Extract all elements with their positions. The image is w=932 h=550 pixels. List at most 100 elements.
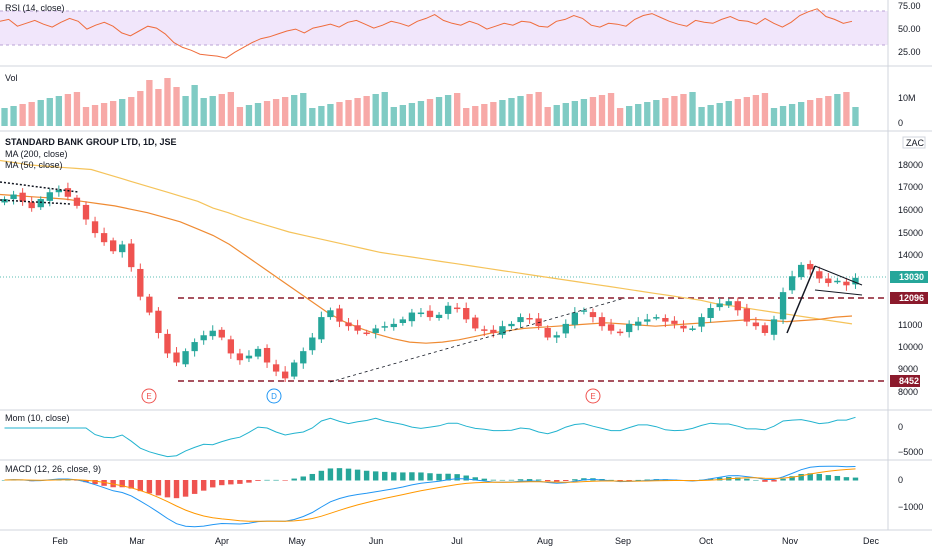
macd-histogram-bar [508,479,515,481]
ma50-label[interactable]: MA (50, close) [5,160,63,170]
volume-bar [73,92,81,126]
event-marker-earnings[interactable]: E [141,388,157,404]
time-tick: Nov [782,536,799,546]
volume-bar [291,95,298,126]
candle-body [146,296,153,313]
candle-body [182,351,189,365]
rsi-tick: 50.00 [898,24,921,34]
volume-bar [662,98,669,126]
macd-histogram-bar [445,473,451,481]
macd-histogram-bar [753,479,759,481]
macd-label[interactable]: MACD (12, 26, close, 9) [5,464,102,474]
macd-histogram-bar [336,468,343,481]
macd-histogram-bar [762,480,768,482]
volume-label[interactable]: Vol [5,73,18,83]
macd-histogram-bar [264,479,270,481]
trendline-top-left [0,181,79,193]
candle-body [10,194,17,200]
candle-body [788,276,796,291]
price-tick: 18000 [898,160,923,170]
currency-badge [902,136,926,149]
support-badge-label: 12096 [899,293,924,303]
momentum-line [4,416,856,458]
volume-bar [698,107,705,126]
volume-bar [55,96,63,126]
event-marker-label: E [146,392,151,401]
macd-histogram-bar [146,480,153,494]
volume-bar [770,108,778,126]
volume-bar [417,101,425,126]
candle-body [698,317,705,327]
volume-bar [182,96,189,126]
candle-body [399,319,407,323]
volume-bar [209,96,216,126]
time-tick: May [288,536,306,546]
macd-histogram-bar [228,480,234,485]
candle-body [64,188,72,197]
volume-bar [426,99,434,126]
macd-histogram-bar [300,476,306,481]
volume-bar [227,92,235,126]
candle-body [472,317,479,329]
volume-bar [635,104,642,126]
candle-body [734,301,741,311]
momentum-label[interactable]: Mom (10, close) [5,413,70,423]
candle-body [607,324,615,331]
candle-body [173,352,180,363]
candle-body [481,329,488,331]
macd-histogram-bar [246,480,252,483]
event-marker-earnings[interactable]: E [585,388,601,404]
macd-histogram-bar [572,479,578,481]
macd-histogram-bar [173,480,180,499]
volume-bar [309,108,316,126]
candle-body [625,323,633,333]
rising-trendline [329,297,626,383]
candle-body [73,197,81,206]
volume-bar [743,97,751,126]
candle-body [743,308,751,322]
candle-body [616,331,624,334]
rsi-label[interactable]: RSI (14, close) [5,3,65,13]
volume-bar [100,103,108,126]
volume-bar [336,102,343,126]
ma200-label[interactable]: MA (200, close) [5,149,68,159]
volume-bar [137,91,144,126]
candle-body [354,325,361,331]
volume-bar [843,92,850,126]
candle-body [218,329,225,338]
volume-bar [327,104,334,126]
volume-bar [82,107,90,126]
macd-histogram-bar [327,468,334,481]
candle-body [309,337,316,351]
candle-body [644,319,651,322]
candle-body [408,312,416,322]
candle-body [345,322,352,327]
candle-body [852,277,859,285]
macd-histogram-bar [382,471,388,481]
macd-histogram-bar [191,480,198,494]
low-badge [890,375,920,387]
volume-bar [173,87,180,126]
candle-body [254,348,262,357]
macd-histogram-bar [372,471,379,481]
candle-body [671,320,678,324]
volume-bar [562,103,569,126]
volume-bar [834,94,841,126]
volume-bar [499,100,506,126]
volume-bar [200,98,207,126]
candle-body [46,192,53,201]
candle-body [19,192,26,202]
volume-bar [191,85,198,126]
candle-body [390,323,397,328]
pennant-upper-line [814,265,863,286]
macd-histogram-bar [490,479,497,481]
volume-bar [607,93,615,126]
macd-histogram-bar [291,478,297,481]
symbol-title[interactable]: STANDARD BANK GROUP LTD, 1D, JSE [5,137,177,147]
event-marker-dividend[interactable]: D [266,388,282,404]
volume-bar [616,108,624,126]
candle-body [28,202,35,209]
candle-body [82,204,90,220]
macd-histogram-bar [128,480,134,489]
candle-body [453,307,461,310]
